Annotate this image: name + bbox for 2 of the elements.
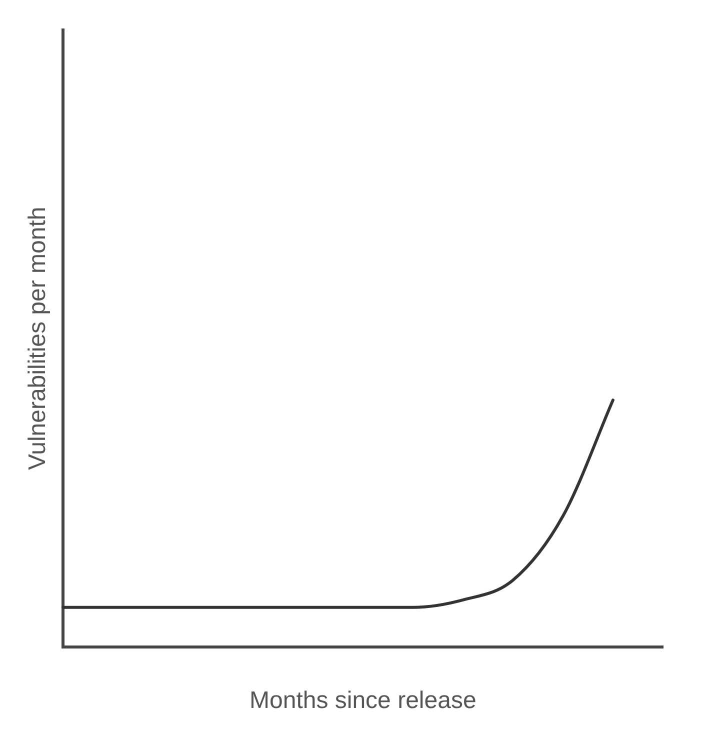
y-axis-title: Vulnerabilities per month (24, 206, 52, 470)
x-axis-title: Months since release (250, 687, 476, 714)
